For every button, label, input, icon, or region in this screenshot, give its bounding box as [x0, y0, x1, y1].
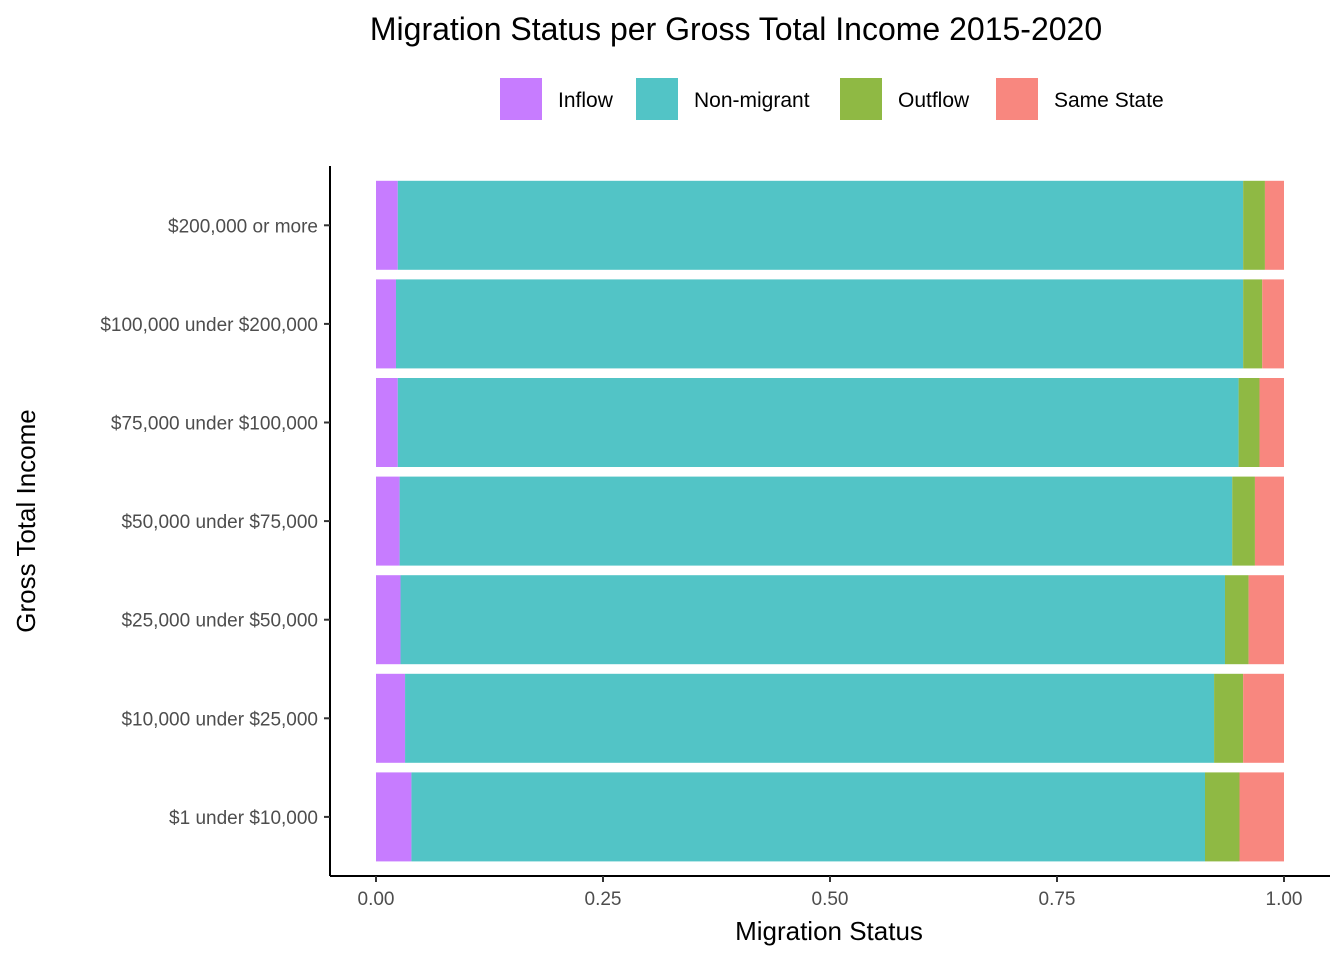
bar-segment-outflow-1	[1214, 673, 1244, 763]
y-tick-label: $200,000 or more	[168, 216, 318, 237]
chart-title: Migration Status per Gross Total Income …	[370, 11, 1102, 47]
bars-group	[376, 180, 1284, 862]
x-tick-label: 0.75	[1039, 889, 1076, 910]
bar-segment-non-migrant-4	[397, 378, 1239, 467]
bar-segment-same-state-4	[1259, 378, 1284, 467]
bar-segment-non-migrant-3	[399, 476, 1233, 566]
y-axis-title: Gross Total Income	[11, 409, 41, 633]
bar-segment-non-migrant-2	[400, 575, 1225, 665]
x-tick-label: 1.00	[1266, 889, 1303, 910]
bar-segment-inflow-3	[376, 476, 400, 566]
bar-segment-non-migrant-5	[395, 279, 1244, 369]
x-tick-label: 0.00	[358, 889, 395, 910]
bar-segment-same-state-3	[1254, 476, 1284, 566]
bar-segment-inflow-0	[376, 772, 412, 862]
bar-segment-inflow-4	[376, 378, 398, 467]
legend-label-non-migrant: Non-migrant	[694, 89, 810, 112]
bar-segment-outflow-3	[1232, 476, 1255, 566]
bar-segment-same-state-2	[1248, 575, 1284, 665]
y-tick-label: $10,000 under $25,000	[121, 709, 318, 730]
legend-swatch-inflow	[500, 78, 542, 120]
bar-segment-outflow-0	[1205, 772, 1240, 862]
bar-segment-same-state-6	[1264, 180, 1284, 270]
bar-segment-non-migrant-0	[411, 772, 1205, 862]
bar-segment-same-state-1	[1243, 673, 1284, 763]
x-axis-title: Migration Status	[735, 916, 923, 946]
bar-segment-same-state-5	[1262, 279, 1284, 369]
bar-segment-outflow-4	[1238, 378, 1260, 467]
bar-segment-inflow-1	[376, 673, 406, 763]
y-tick-label: $25,000 under $50,000	[121, 611, 318, 632]
bar-segment-non-migrant-1	[405, 673, 1215, 763]
legend-swatch-same-state	[996, 78, 1038, 120]
y-tick-label: $75,000 under $100,000	[111, 414, 318, 435]
bar-segment-same-state-0	[1239, 772, 1284, 862]
legend-label-outflow: Outflow	[898, 89, 970, 112]
x-tick-label: 0.25	[585, 889, 622, 910]
bar-segment-outflow-5	[1243, 279, 1263, 369]
ticks-group: $1 under $10,000 $10,000 under $25,000 $25…	[100, 216, 1302, 910]
bar-segment-outflow-2	[1224, 575, 1249, 665]
legend-swatch-non-migrant	[636, 78, 678, 120]
x-tick-label: 0.50	[812, 889, 849, 910]
y-tick-label: $50,000 under $75,000	[121, 512, 318, 533]
bar-segment-outflow-6	[1243, 180, 1265, 270]
bar-segment-non-migrant-6	[397, 180, 1244, 270]
legend-swatch-outflow	[840, 78, 882, 120]
bar-segment-inflow-2	[376, 575, 401, 665]
y-tick-label: $1 under $10,000	[169, 808, 318, 829]
legend-label-inflow: Inflow	[558, 89, 614, 112]
y-tick-label: $100,000 under $200,000	[100, 315, 318, 336]
legend-label-same-state: Same State	[1054, 89, 1164, 112]
bar-segment-inflow-6	[376, 180, 398, 270]
bar-segment-inflow-5	[376, 279, 396, 369]
legend: Inflow Non-migrant Outflow Same State	[500, 78, 1164, 120]
